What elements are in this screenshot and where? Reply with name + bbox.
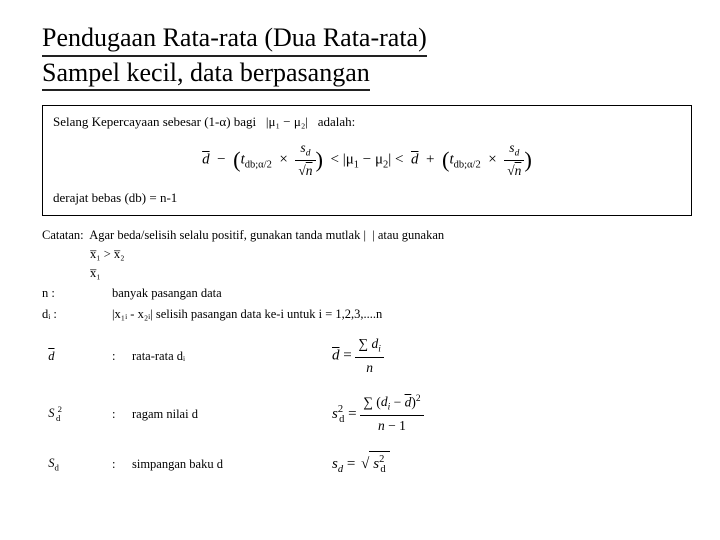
sym-n: n : [42, 284, 112, 303]
slide-title: Pendugaan Rata-rata (Dua Rata-rata) Samp… [42, 22, 692, 91]
desc-dbar: rata-rata dᵢ [132, 347, 332, 366]
desc-n: banyak pasangan data [112, 284, 312, 303]
box-df: derajat bebas (db) = n-1 [53, 188, 681, 208]
box-intro: Selang Kepercayaan sebesar (1-α) bagi |μ… [53, 112, 681, 132]
sym-di: dᵢ : [42, 305, 112, 324]
desc-sd2: ragam nilai d [132, 405, 332, 424]
notes-block: Catatan: Agar beda/selisih selalu positi… [42, 226, 692, 477]
confidence-interval-box: Selang Kepercayaan sebesar (1-α) bagi |μ… [42, 105, 692, 216]
eq-sd2: s2d = ∑ (di − d)2n − 1 [332, 392, 692, 437]
sym-dbar: d [42, 347, 112, 366]
note-x1-gt-x2: x̅₁ > x̅₂ [90, 245, 692, 264]
def-sd: Sd : simpangan baku d sd = √s2d [42, 451, 692, 478]
def-n: n : banyak pasangan data [42, 284, 692, 303]
title-line2: Sampel kecil, data berpasangan [42, 57, 370, 92]
note-catatan: Catatan: Agar beda/selisih selalu positi… [42, 226, 692, 245]
sym-sd2: S 2d [42, 403, 112, 425]
desc-di: |x₁ᵢ - x₂ᵢ| selisih pasangan data ke-i u… [112, 305, 382, 324]
eq-sd: sd = √s2d [332, 451, 692, 478]
def-dbar: d : rata-rata dᵢ d = ∑ din [42, 334, 692, 378]
ci-formula: d − (tdb;α/2 × sd√n) < |μ1 − μ2| < d + (… [53, 138, 681, 182]
title-line1: Pendugaan Rata-rata (Dua Rata-rata) [42, 22, 427, 57]
def-di: dᵢ : |x₁ᵢ - x₂ᵢ| selisih pasangan data k… [42, 305, 692, 324]
sym-sd: Sd [42, 454, 112, 475]
note-x1: x̅₁ [90, 264, 692, 283]
desc-sd: simpangan baku d [132, 455, 332, 474]
def-sd2: S 2d : ragam nilai d s2d = ∑ (di − d)2n … [42, 392, 692, 437]
eq-dbar: d = ∑ din [332, 334, 692, 378]
